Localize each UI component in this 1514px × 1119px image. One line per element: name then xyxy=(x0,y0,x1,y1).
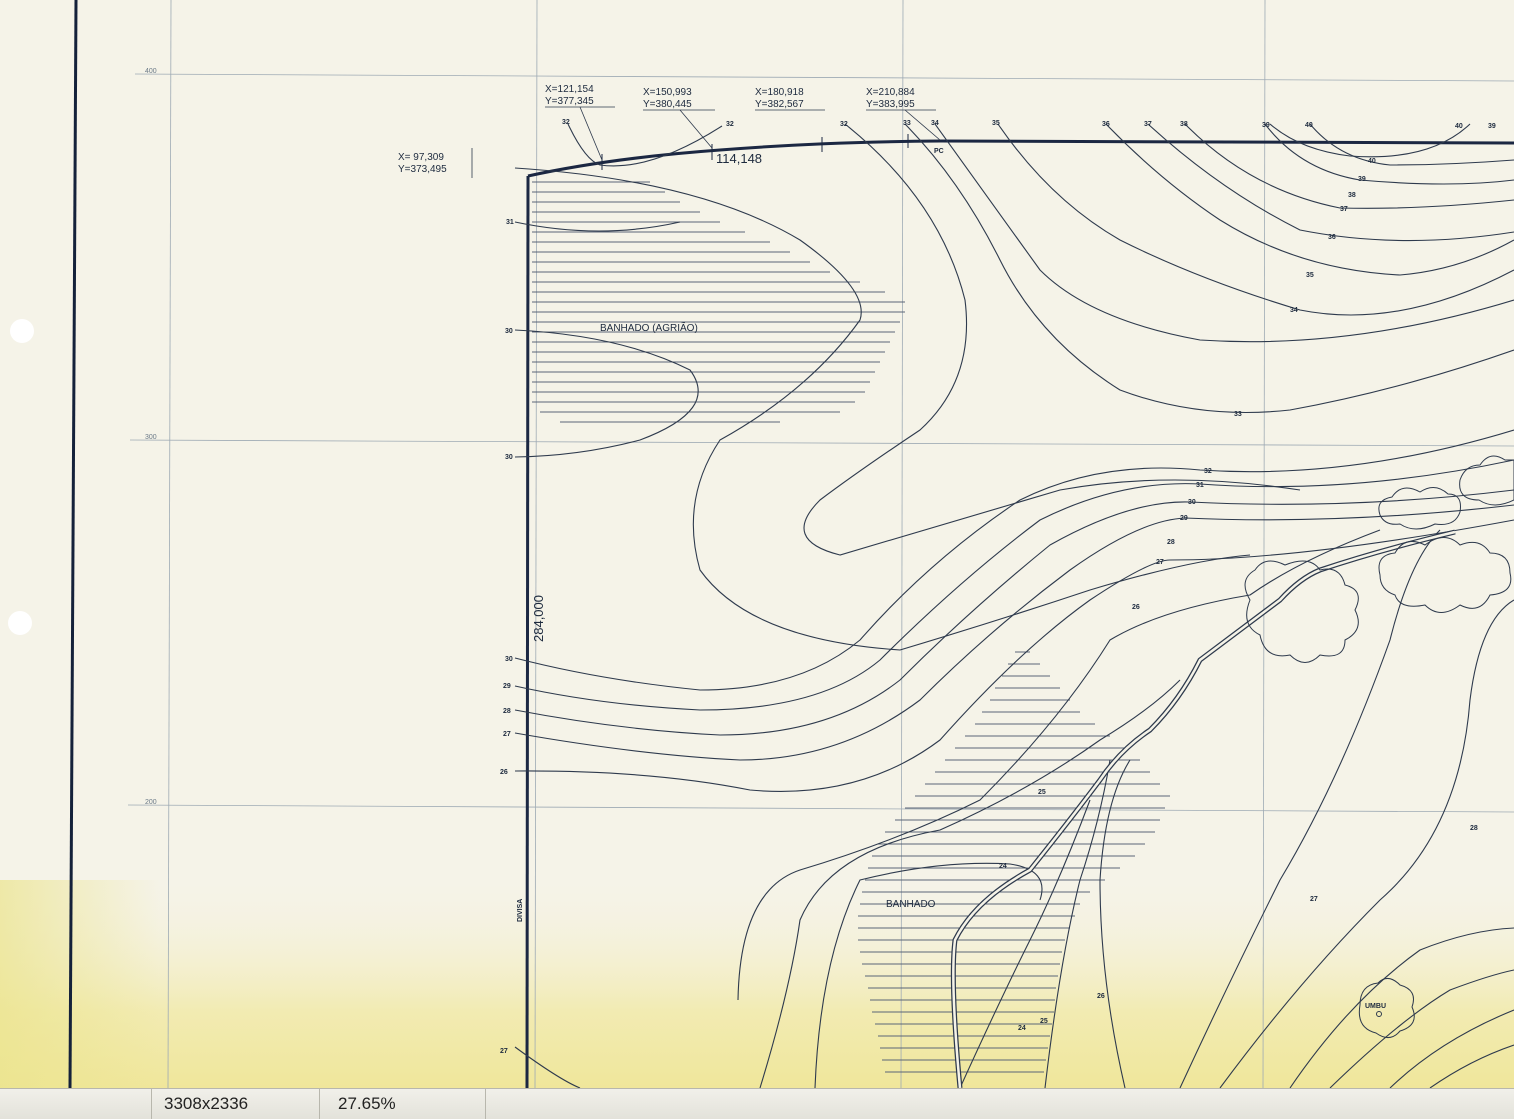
grid-label: 400 xyxy=(145,68,157,75)
topographic-map: 400 300 200 xyxy=(0,0,1514,1088)
svg-text:28: 28 xyxy=(1470,825,1478,832)
status-zoom-level: 27.65% xyxy=(320,1089,486,1119)
svg-text:29: 29 xyxy=(503,683,511,690)
contour-labels-top: 32 32 32 33 34 35 36 37 38 39 40 40 39 xyxy=(562,119,1496,130)
dimension-label: 114,148 xyxy=(716,151,762,166)
property-boundary-top xyxy=(527,139,1514,178)
coordinate-callout: X= 97,309 Y=373,495 xyxy=(398,148,473,178)
contour-lines xyxy=(514,123,1514,1088)
creek xyxy=(950,529,1456,1088)
coordinate-callout: X=210,884 Y=383,995 xyxy=(866,87,941,141)
coordinate-callout: X=150,993 Y=380,445 xyxy=(643,87,715,149)
dimension-label: 284,000 xyxy=(531,595,546,642)
svg-text:25: 25 xyxy=(1038,789,1046,796)
svg-text:36: 36 xyxy=(1102,121,1110,128)
property-boundary-left xyxy=(525,175,530,1088)
svg-text:27: 27 xyxy=(500,1048,508,1055)
status-cell-empty xyxy=(0,1089,152,1119)
image-viewport[interactable]: 400 300 200 xyxy=(0,0,1514,1088)
place-label-banhado: BANHADO xyxy=(886,899,936,910)
svg-text:29: 29 xyxy=(1180,515,1188,522)
svg-text:24: 24 xyxy=(999,863,1007,870)
svg-text:30: 30 xyxy=(505,328,513,335)
svg-text:32: 32 xyxy=(840,121,848,128)
place-label-divisa: DIVISA xyxy=(517,899,524,922)
svg-text:32: 32 xyxy=(562,119,570,126)
svg-text:X= 97,309: X= 97,309 xyxy=(398,152,444,163)
svg-text:25: 25 xyxy=(1040,1018,1048,1025)
binder-hole-top xyxy=(10,319,34,343)
svg-text:32: 32 xyxy=(1204,468,1212,475)
svg-text:40: 40 xyxy=(1455,123,1463,130)
svg-text:30: 30 xyxy=(1188,499,1196,506)
status-bar: 3308x2336 27.65% xyxy=(0,1088,1514,1119)
svg-text:35: 35 xyxy=(992,120,1000,127)
svg-text:Y=382,567: Y=382,567 xyxy=(755,99,804,110)
svg-text:28: 28 xyxy=(1167,539,1175,546)
coordinate-callout: X=180,918 Y=382,567 xyxy=(755,87,825,111)
contour-labels-bottom: 25 24 24 25 26 27 28 xyxy=(999,789,1478,1032)
svg-text:27: 27 xyxy=(503,731,511,738)
svg-text:31: 31 xyxy=(506,219,514,226)
place-label-banhado-agriao: BANHADO (AGRIÃO) xyxy=(600,321,698,334)
swamp-hatch-lower xyxy=(858,651,1170,1073)
svg-text:33: 33 xyxy=(903,120,911,127)
svg-text:24: 24 xyxy=(1018,1025,1026,1032)
svg-text:33: 33 xyxy=(1234,411,1242,418)
svg-text:40: 40 xyxy=(1305,122,1313,129)
svg-text:38: 38 xyxy=(1180,121,1188,128)
grid-label: 200 xyxy=(145,799,157,806)
swamp-hatch-upper xyxy=(532,181,905,423)
svg-text:X=121,154: X=121,154 xyxy=(545,84,594,95)
place-label-pc: PC xyxy=(934,148,944,155)
svg-text:37: 37 xyxy=(1340,206,1348,213)
svg-text:30: 30 xyxy=(505,454,513,461)
svg-text:26: 26 xyxy=(500,769,508,776)
coordinate-callout: X=121,154 Y=377,345 xyxy=(545,84,615,161)
svg-text:37: 37 xyxy=(1144,121,1152,128)
svg-text:26: 26 xyxy=(1097,993,1105,1000)
svg-text:X=150,993: X=150,993 xyxy=(643,87,692,98)
paper-stain-left xyxy=(0,880,160,1088)
map-frame-edge xyxy=(68,0,78,1088)
svg-text:39: 39 xyxy=(1262,122,1270,129)
status-image-size: 3308x2336 xyxy=(152,1089,320,1119)
svg-text:31: 31 xyxy=(1196,482,1204,489)
vegetation-outline xyxy=(1244,455,1514,1038)
svg-text:30: 30 xyxy=(505,656,513,663)
svg-text:32: 32 xyxy=(726,121,734,128)
umbu-tree-marker xyxy=(1376,1011,1382,1017)
svg-text:Y=373,495: Y=373,495 xyxy=(398,164,447,175)
contour-labels-right: 40 39 38 37 36 35 34 33 32 31 30 29 28 2… xyxy=(1132,158,1376,611)
place-label-umbu: UMBU xyxy=(1365,1003,1386,1010)
svg-text:27: 27 xyxy=(1310,896,1318,903)
svg-text:34: 34 xyxy=(1290,307,1298,314)
svg-text:Y=380,445: Y=380,445 xyxy=(643,99,692,110)
contour-labels-left: 31 30 30 30 29 28 27 26 27 xyxy=(500,219,514,1055)
svg-text:39: 39 xyxy=(1488,123,1496,130)
grid-lines xyxy=(127,0,1514,1088)
grid-label: 300 xyxy=(145,434,157,441)
svg-text:40: 40 xyxy=(1368,158,1376,165)
svg-text:27: 27 xyxy=(1156,559,1164,566)
svg-text:35: 35 xyxy=(1306,272,1314,279)
svg-text:Y=377,345: Y=377,345 xyxy=(545,96,594,107)
svg-text:26: 26 xyxy=(1132,604,1140,611)
svg-text:X=210,884: X=210,884 xyxy=(866,87,915,98)
svg-text:36: 36 xyxy=(1328,234,1336,241)
svg-text:Y=383,995: Y=383,995 xyxy=(866,99,915,110)
svg-text:28: 28 xyxy=(503,708,511,715)
svg-text:39: 39 xyxy=(1358,176,1366,183)
binder-hole-bottom xyxy=(8,611,32,635)
svg-text:X=180,918: X=180,918 xyxy=(755,87,804,98)
svg-text:38: 38 xyxy=(1348,192,1356,199)
svg-text:34: 34 xyxy=(931,120,939,127)
boundary-ticks xyxy=(601,134,909,170)
